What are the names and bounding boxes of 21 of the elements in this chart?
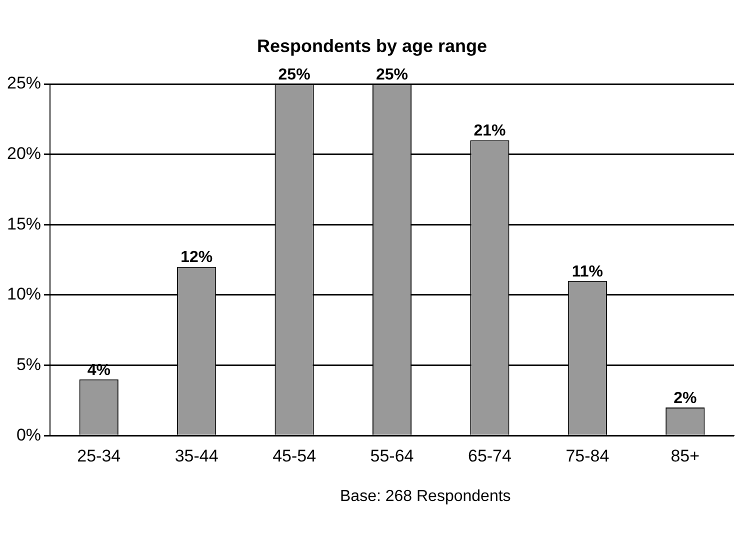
data-label: 25%	[376, 66, 408, 84]
text: Base: 268 Respondents	[340, 488, 511, 506]
y-tick-label: 20%	[6, 144, 42, 164]
x-tick-label: 65-74	[468, 446, 512, 466]
x-tick-label: 45-54	[272, 446, 316, 466]
y-tick-label: 5%	[16, 354, 42, 374]
data-label: 2%	[674, 390, 697, 407]
data-label: 11%	[572, 263, 604, 280]
y-tick-label: 0%	[16, 425, 42, 444]
x-tick-label: 25-34	[77, 446, 121, 466]
chart-title: Respondents by age range	[256, 36, 488, 57]
x-tick-label: 35-44	[174, 446, 218, 466]
x-tick-label: 55-64	[370, 446, 414, 466]
y-tick-label: 25%	[6, 74, 42, 93]
data-label: 25%	[278, 66, 310, 84]
y-tick-label: 15%	[6, 214, 42, 234]
data-label: 12%	[180, 249, 213, 266]
x-tick-label: 85+	[670, 446, 700, 466]
x-tick-label: 75-84	[566, 446, 610, 466]
y-tick-label: 10%	[6, 284, 42, 304]
data-label: 21%	[474, 122, 506, 140]
